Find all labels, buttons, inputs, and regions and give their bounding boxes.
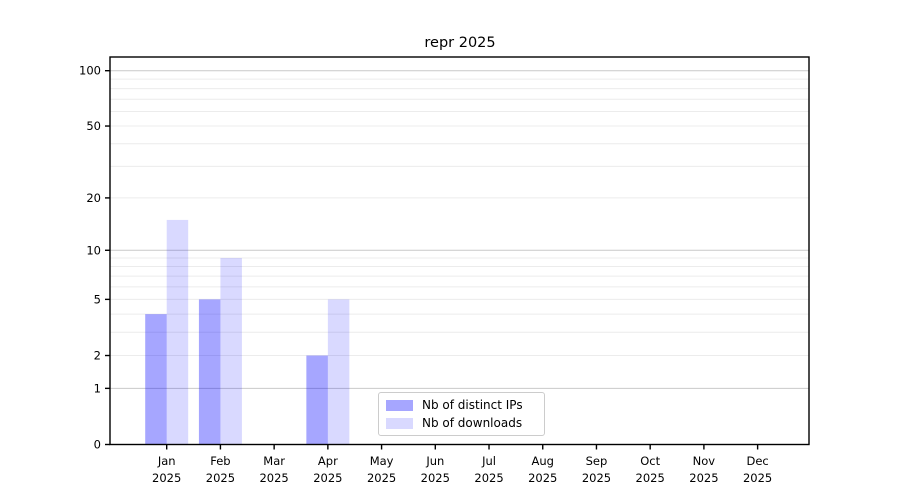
x-tick-label-month: Apr [318, 454, 338, 468]
legend-swatch-downloads-icon [386, 417, 413, 429]
x-tick-label-month: May [370, 454, 394, 468]
legend-label-distinct-ips: Nb of distinct IPs [422, 398, 523, 412]
x-tick-label-month: Jun [425, 454, 444, 468]
y-tick-label: 5 [94, 292, 101, 306]
y-tick-label: 1 [94, 381, 101, 395]
x-tick-label-year: 2025 [421, 471, 450, 485]
x-tick-label-year: 2025 [689, 471, 718, 485]
x-tick-label-month: Aug [532, 454, 554, 468]
y-tick-label: 50 [86, 119, 101, 133]
legend-swatch-distinct-ips-icon [386, 399, 413, 411]
x-tick-label-month: Dec [746, 454, 768, 468]
y-tick-label: 2 [94, 349, 101, 363]
y-tick-label: 100 [79, 64, 101, 78]
x-tick-label-month: Feb [210, 454, 230, 468]
bar-nb-of-downloads-apr [327, 299, 350, 445]
bar-nb-of-distinct-ips-jan [145, 314, 167, 445]
legend-item-distinct-ips: Nb of distinct IPs [386, 398, 537, 412]
x-tick-label-year: 2025 [259, 471, 288, 485]
x-tick-label-month: Jul [481, 454, 496, 468]
x-tick-label-year: 2025 [367, 471, 396, 485]
bar-nb-of-distinct-ips-apr [306, 355, 328, 445]
bar-nb-of-downloads-feb [220, 258, 242, 445]
x-tick-label-year: 2025 [152, 471, 181, 485]
legend-item-downloads: Nb of downloads [386, 416, 537, 430]
legend-label-downloads: Nb of downloads [422, 416, 523, 430]
x-tick-label-year: 2025 [582, 471, 611, 485]
bar-nb-of-distinct-ips-feb [198, 299, 221, 445]
x-tick-label-year: 2025 [528, 471, 557, 485]
x-tick-label-month: Jan [157, 454, 176, 468]
x-tick-label-month: Mar [263, 454, 285, 468]
y-tick-label: 20 [86, 191, 101, 205]
y-tick-label: 0 [94, 438, 101, 452]
legend: Nb of distinct IPs Nb of downloads [378, 392, 545, 436]
y-tick-label: 10 [86, 243, 101, 257]
bar-nb-of-downloads-jan [166, 219, 189, 445]
x-tick-label-month: Sep [586, 454, 608, 468]
x-tick-label-year: 2025 [313, 471, 342, 485]
x-tick-label-year: 2025 [206, 471, 235, 485]
x-tick-label-month: Nov [693, 454, 716, 468]
x-tick-label-year: 2025 [474, 471, 503, 485]
x-tick-label-month: Oct [640, 454, 660, 468]
x-tick-label-year: 2025 [636, 471, 665, 485]
chart-title: repr 2025 [424, 35, 496, 51]
x-tick-label-year: 2025 [743, 471, 772, 485]
